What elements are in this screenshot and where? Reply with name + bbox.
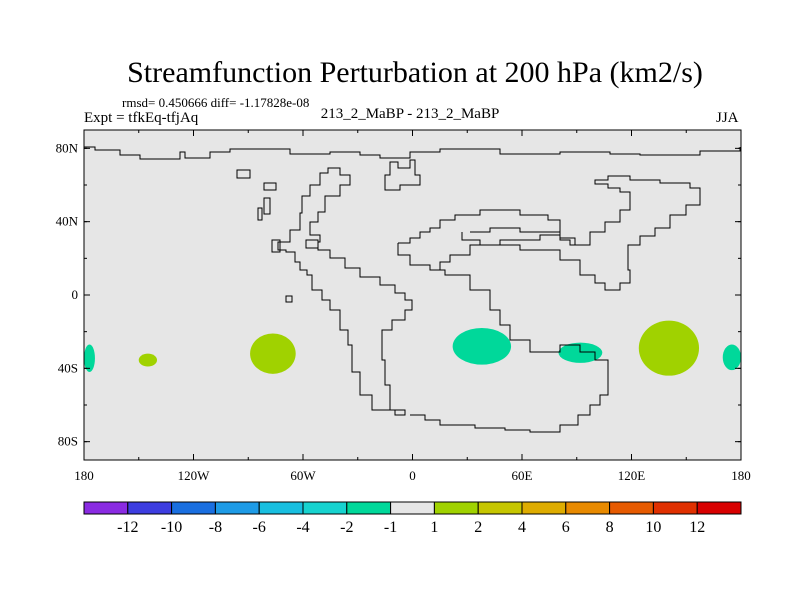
coastlines <box>84 146 741 433</box>
y-tick-label: 0 <box>72 287 79 302</box>
colorbar-swatch <box>565 501 611 515</box>
colorbar-label: -10 <box>161 519 182 536</box>
colorbar-swatch <box>477 501 523 515</box>
colorbar-label: -1 <box>384 519 397 536</box>
anomaly-region-4 <box>452 328 512 365</box>
colorbar-swatch <box>83 501 129 515</box>
y-tick-label: 80S <box>58 434 78 449</box>
colorbar-swatch <box>214 501 260 515</box>
colorbar: -12 -10 -8 -6 -4 -2 -1 1 2 4 6 8 10 12 <box>83 501 742 536</box>
x-tick-label: 180 <box>74 468 94 483</box>
colorbar-swatch <box>127 501 173 515</box>
colorbar-label: -2 <box>340 519 353 536</box>
anomaly-region-2 <box>138 353 157 367</box>
y-tick-label: 40N <box>56 214 79 229</box>
colorbar-label: 12 <box>689 519 705 536</box>
chart-title: Streamfunction Perturbation at 200 hPa (… <box>127 56 703 89</box>
colorbar-swatch <box>652 501 698 515</box>
experiment-label: Expt = tfkEq-tfjAq <box>84 110 199 126</box>
x-tick-label: 60E <box>512 468 533 483</box>
case-label: 213_2_MaBP - 213_2_MaBP <box>320 106 500 122</box>
colorbar-label: 4 <box>518 519 526 536</box>
colorbar-swatch <box>609 501 654 515</box>
colorbar-label: 8 <box>606 519 614 536</box>
colorbar-label: -12 <box>117 519 138 536</box>
colorbar-swatch <box>258 501 304 515</box>
anomaly-region-7 <box>722 344 741 371</box>
y-axis: 80N 40N 0 40S 80S <box>56 140 741 449</box>
colorbar-swatch <box>696 501 742 515</box>
anomaly-regions <box>84 320 741 376</box>
y-tick-label: 40S <box>58 360 78 375</box>
colorbar-label: 1 <box>430 519 438 536</box>
colorbar-label: 2 <box>474 519 482 536</box>
x-tick-label: 120W <box>178 468 211 483</box>
colorbar-swatch <box>302 501 348 515</box>
x-tick-label: 60W <box>290 468 316 483</box>
x-tick-label: 120E <box>618 468 646 483</box>
season-label: JJA <box>716 110 739 126</box>
colorbar-swatch <box>433 501 479 515</box>
anomaly-region-5 <box>558 342 603 363</box>
colorbar-label: -8 <box>209 519 222 536</box>
colorbar-swatch <box>346 501 392 515</box>
anomaly-region-6 <box>638 320 700 376</box>
colorbar-label: 10 <box>645 519 661 536</box>
y-tick-label: 80N <box>56 140 79 155</box>
anomaly-region-1 <box>84 344 95 372</box>
colorbar-label: 6 <box>562 519 570 536</box>
x-tick-label: 180 <box>731 468 751 483</box>
x-axis: 180 120W 60W 0 60E 120E 180 <box>74 130 751 483</box>
x-tick-label: 0 <box>409 468 416 483</box>
colorbar-label: -6 <box>253 519 266 536</box>
colorbar-swatch <box>521 501 567 515</box>
colorbar-swatch <box>390 501 435 515</box>
anomaly-region-3 <box>250 333 296 374</box>
colorbar-swatch <box>171 501 216 515</box>
rmsd-label: rmsd= 0.450666 diff= -1.17828e-08 <box>122 95 310 110</box>
colorbar-label: -4 <box>296 519 309 536</box>
